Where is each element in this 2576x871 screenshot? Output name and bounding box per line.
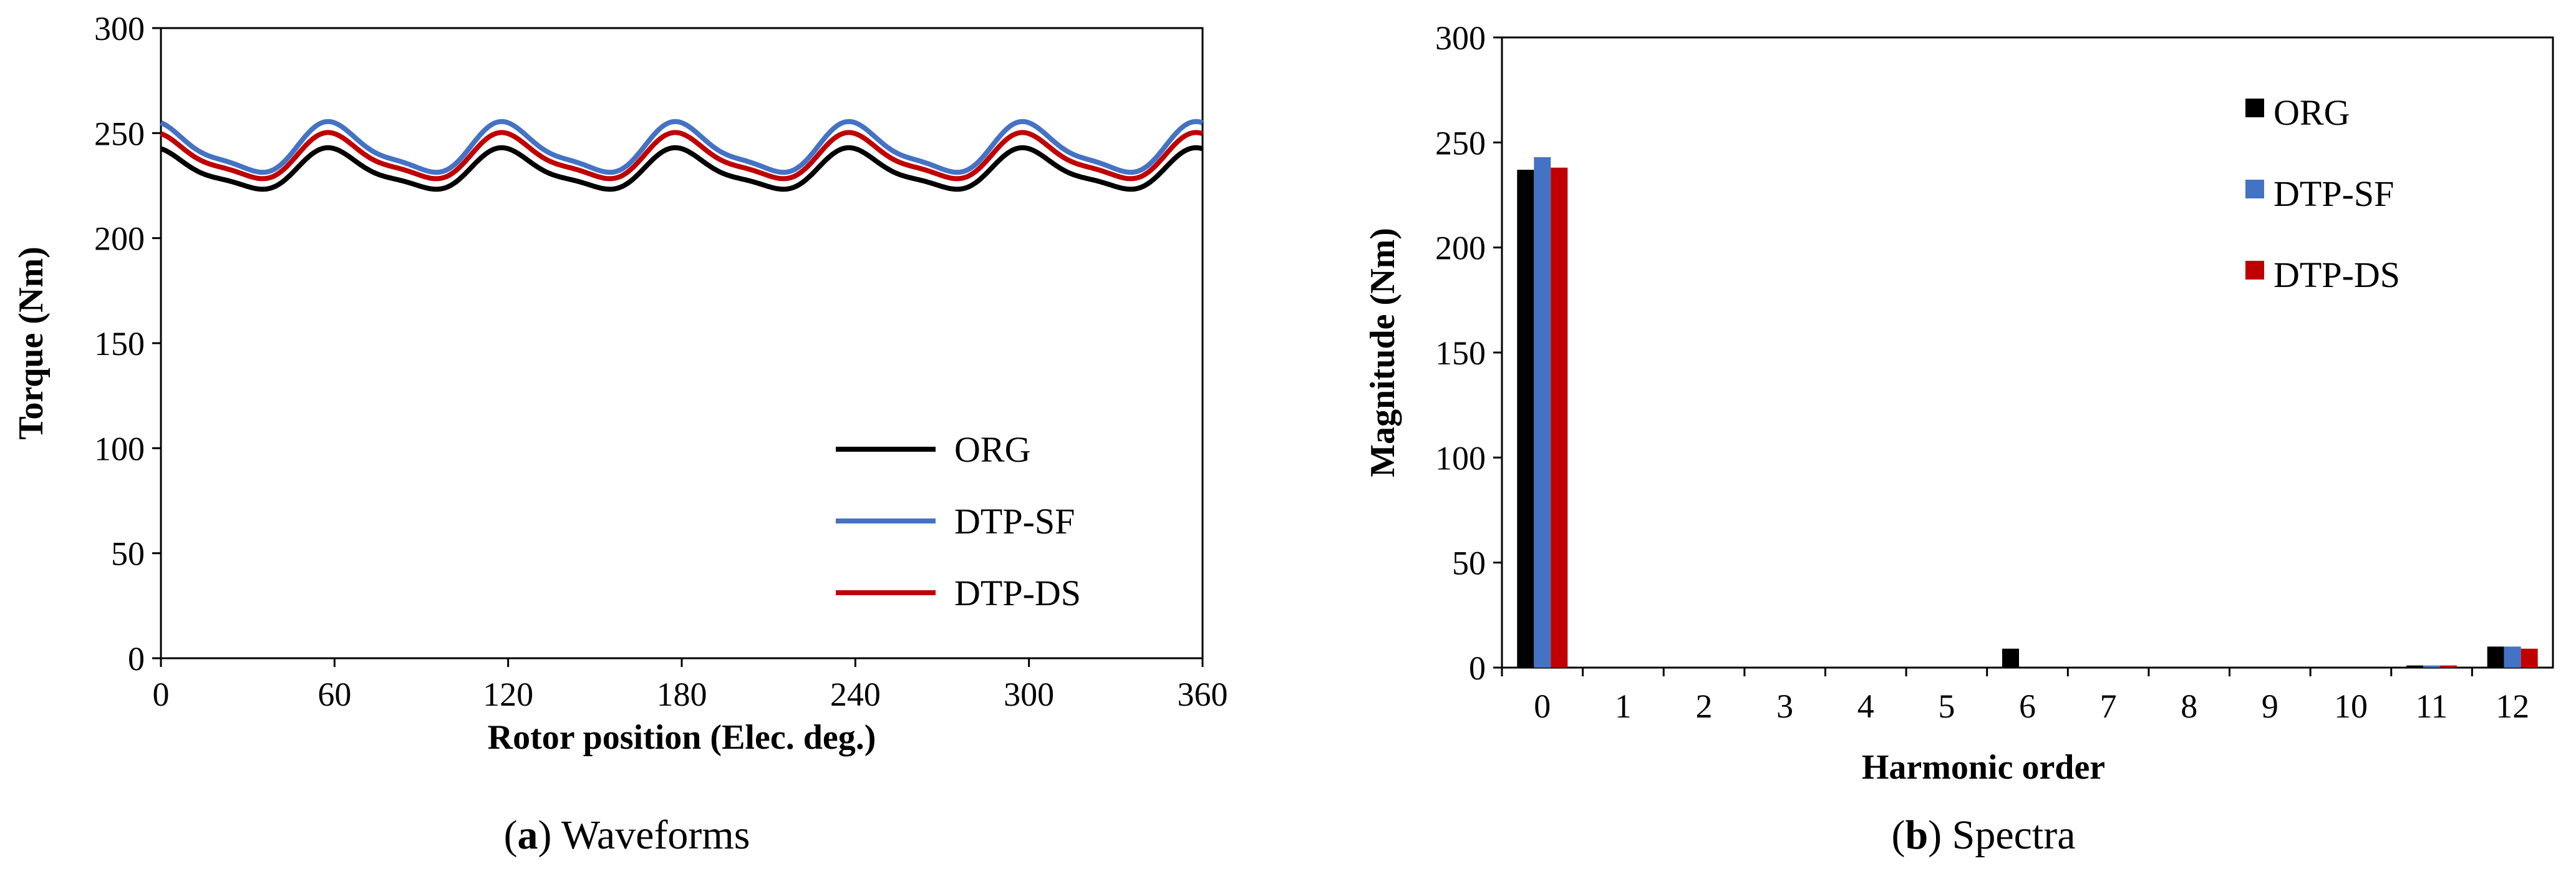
x-tick-label: 1	[1615, 688, 1632, 725]
waveforms-panel: 0 50 100 150 200 250 300 0 60 120 180 240 300 360 OR…	[12, 10, 1228, 858]
series-line-org	[160, 145, 1204, 192]
spectra-plot-frame	[1501, 36, 2554, 669]
spectra-caption-text: Spectra	[1952, 812, 2076, 858]
waveforms-legend: ORG DTP-SF DTP-DS	[836, 429, 1081, 613]
spectra-y-ticks: 0 50 100 150 200 250 300	[1435, 19, 1502, 687]
spectra-caption: (b) Spectra	[1891, 812, 2075, 858]
legend-label-dtp-ds: DTP-DS	[2273, 255, 2400, 295]
x-tick-label: 7	[2100, 688, 2117, 725]
spectra-series	[1517, 157, 2538, 668]
legend-label-org: ORG	[2273, 92, 2350, 133]
y-tick-label: 0	[128, 640, 145, 678]
y-tick-label: 100	[94, 430, 145, 467]
bar-dtp-ds-h12	[2520, 648, 2538, 668]
y-tick-label: 300	[94, 10, 145, 47]
series-line-dtp-sf	[160, 119, 1204, 175]
x-tick-label: 3	[1776, 688, 1793, 725]
x-tick-label: 60	[317, 676, 351, 713]
bar-org-h0	[1517, 170, 1534, 668]
legend-swatch-dtp-ds	[2245, 261, 2264, 280]
x-tick-label: 240	[830, 676, 881, 713]
y-tick-label: 250	[1435, 124, 1486, 162]
bar-org-h11	[2406, 665, 2424, 668]
x-tick-label: 0	[153, 676, 170, 713]
waveforms-caption-label: a	[518, 812, 538, 858]
y-tick-label: 300	[1435, 19, 1486, 57]
spectra-x-axis-title: Harmonic order	[1862, 748, 2105, 787]
bar-org-h12	[2487, 646, 2504, 668]
waveforms-y-axis-title: Torque (Nm)	[12, 246, 51, 440]
waveforms-x-ticks: 0 60 120 180 240 300 360	[153, 658, 1228, 713]
x-tick-label: 180	[657, 676, 707, 713]
legend-swatch-org	[2245, 99, 2264, 117]
x-tick-label: 9	[2262, 688, 2278, 725]
x-tick-label: 6	[2019, 688, 2036, 725]
bar-dtp-ds-h0	[1551, 167, 1568, 668]
bar-dtp-sf-h12	[2504, 646, 2521, 668]
y-tick-label: 150	[94, 325, 145, 363]
x-tick-label: 360	[1178, 676, 1228, 713]
x-tick-label: 4	[1857, 688, 1874, 725]
spectra-caption-label: b	[1905, 812, 1928, 858]
y-tick-label: 50	[111, 535, 145, 573]
spectra-legend: ORG DTP-SF DTP-DS	[2245, 92, 2400, 295]
waveforms-series	[160, 119, 1204, 192]
waveforms-x-axis-title: Rotor position (Elec. deg.)	[488, 718, 876, 757]
y-tick-label: 150	[1435, 334, 1486, 372]
y-tick-label: 200	[94, 220, 145, 258]
x-tick-label: 12	[2496, 688, 2529, 725]
x-tick-label: 5	[1938, 688, 1955, 725]
x-tick-label: 11	[2416, 688, 2448, 725]
x-tick-label: 8	[2181, 688, 2197, 725]
legend-label-dtp-sf: DTP-SF	[954, 501, 1075, 542]
y-tick-label: 250	[94, 115, 145, 152]
bar-org-h6	[2002, 648, 2019, 668]
x-tick-label: 2	[1696, 688, 1713, 725]
y-tick-label: 200	[1435, 230, 1486, 267]
legend-label-dtp-ds: DTP-DS	[954, 573, 1081, 613]
legend-label-dtp-sf: DTP-SF	[2273, 173, 2394, 214]
x-tick-label: 300	[1004, 676, 1054, 713]
spectra-x-ticks: 0 1 2 3 4 5 6 7 8 9 10 11 12	[1501, 668, 2529, 725]
waveforms-caption: (a) Waveforms	[504, 812, 750, 858]
series-line-dtp-ds	[160, 130, 1204, 182]
y-tick-label: 50	[1452, 545, 1486, 582]
x-tick-label: 120	[483, 676, 533, 713]
waveforms-caption-text: Waveforms	[561, 812, 750, 858]
spectra-y-axis-title: Magnitude (Nm)	[1363, 228, 1402, 477]
bar-dtp-ds-h11	[2440, 665, 2457, 668]
bar-dtp-sf-h0	[1534, 157, 1551, 668]
y-tick-label: 100	[1435, 439, 1486, 477]
legend-label-org: ORG	[954, 429, 1030, 470]
legend-swatch-dtp-sf	[2245, 180, 2264, 198]
x-tick-label: 0	[1534, 688, 1551, 725]
x-tick-label: 10	[2334, 688, 2368, 725]
waveforms-y-ticks: 0 50 100 150 200 250 300	[94, 10, 161, 678]
bar-dtp-sf-h11	[2423, 665, 2441, 668]
y-tick-label: 0	[1469, 650, 1486, 687]
